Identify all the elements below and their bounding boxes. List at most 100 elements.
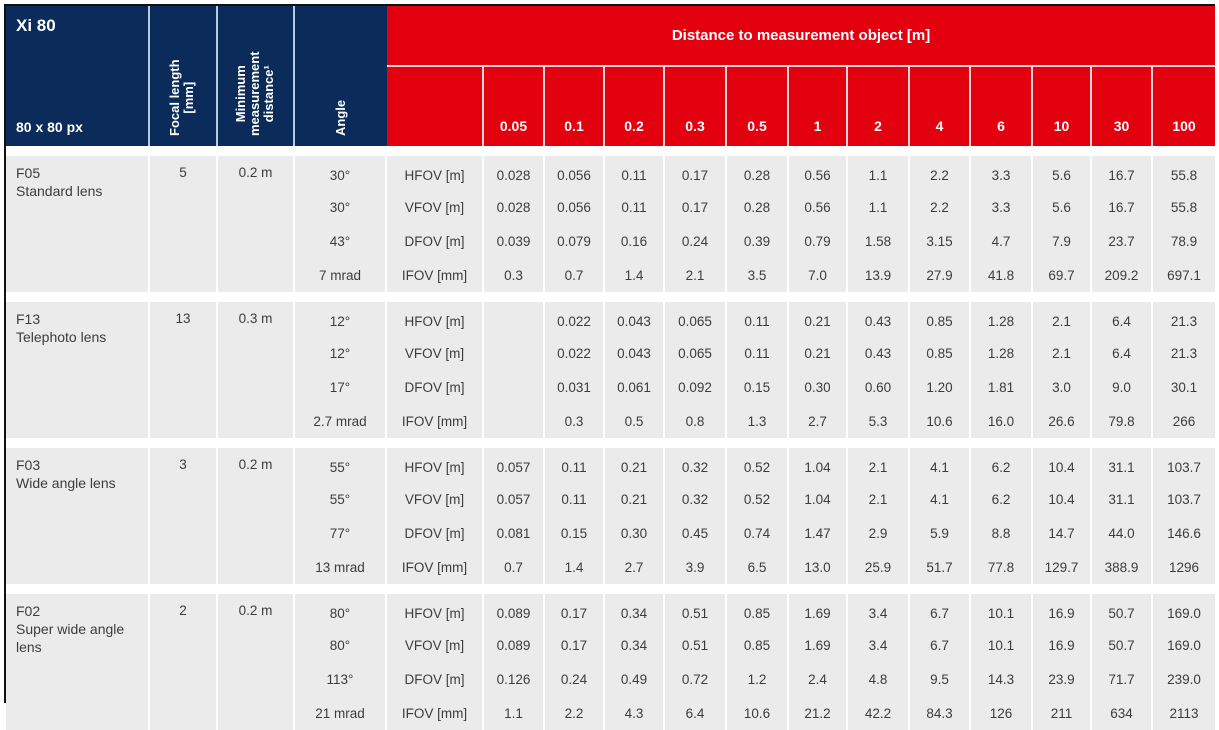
fov-value: 1.4 — [605, 258, 665, 292]
fov-value — [484, 302, 545, 336]
fov-value: 0.28 — [727, 156, 789, 190]
fov-value: 0.74 — [727, 516, 789, 550]
angle-value: 77° — [295, 516, 387, 550]
distance-header: 10 — [1033, 67, 1092, 146]
fov-value: 1.69 — [789, 594, 848, 628]
angle-value: 12° — [295, 302, 387, 336]
fov-value: 2.9 — [848, 516, 910, 550]
fov-value: 4.1 — [910, 482, 971, 516]
table-row: 113° DFOV [m] 0.126 0.24 0.49 0.72 1.2 2.4 4.8 9.… — [6, 662, 1216, 696]
fov-value: 0.056 — [545, 156, 605, 190]
distance-header: 0.5 — [727, 67, 789, 146]
fov-value: 0.21 — [789, 302, 848, 336]
fov-value: 1296 — [1153, 550, 1216, 584]
fov-value: 1.69 — [789, 628, 848, 662]
table-row: F13 Telephoto lens 13 0.3 m 12° HFOV [m] 0.022… — [6, 302, 1216, 438]
fov-value: 0.28 — [727, 190, 789, 224]
fov-value: 44.0 — [1092, 516, 1153, 550]
fov-value: 16.9 — [1033, 594, 1092, 628]
fov-value: 27.9 — [910, 258, 971, 292]
group-spacer — [6, 584, 1216, 594]
fov-value: 9.5 — [910, 662, 971, 696]
angle-label: Angle — [333, 99, 348, 136]
model-title: Xi 80 — [16, 16, 56, 35]
metric-label: VFOV [m] — [387, 190, 484, 224]
fov-value: 0.85 — [910, 302, 971, 336]
fov-value: 0.17 — [545, 628, 605, 662]
fov-value: 0.85 — [727, 594, 789, 628]
fov-value: 7.9 — [1033, 224, 1092, 258]
table-row: 55° VFOV [m] 0.057 0.11 0.21 0.32 0.52 1.04 2.1 4… — [6, 482, 1216, 516]
metric-label: IFOV [mm] — [387, 696, 484, 730]
metric-label: DFOV [m] — [387, 516, 484, 550]
fov-value: 10.6 — [727, 696, 789, 730]
fov-value: 10.1 — [971, 628, 1033, 662]
fov-value: 0.39 — [727, 224, 789, 258]
fov-value: 5.6 — [1033, 156, 1092, 190]
fov-value: 0.34 — [605, 594, 665, 628]
metric-label: IFOV [mm] — [387, 258, 484, 292]
focal-length-value: 3 — [150, 448, 218, 584]
fov-value: 0.24 — [665, 224, 727, 258]
angle-value: 7 mrad — [295, 258, 387, 292]
metric-label: DFOV [m] — [387, 370, 484, 404]
fov-value: 0.60 — [848, 370, 910, 404]
fov-value: 10.4 — [1033, 448, 1092, 482]
distance-header: 0.2 — [605, 67, 665, 146]
fov-value: 31.1 — [1092, 482, 1153, 516]
angle-value: 80° — [295, 594, 387, 628]
fov-value: 2.4 — [789, 662, 848, 696]
fov-value: 0.17 — [665, 190, 727, 224]
fov-value: 0.043 — [605, 302, 665, 336]
fov-value: 0.057 — [484, 482, 545, 516]
fov-value: 0.043 — [605, 336, 665, 370]
optics-spec-table: Xi 80 80 x 80 px Focal length [mm] Minim… — [6, 6, 1216, 730]
fov-value: 51.7 — [910, 550, 971, 584]
table-row: 2.7 mrad IFOV [mm] 0.3 0.5 0.8 1.3 2.7 5.3 10.6 1… — [6, 404, 1216, 438]
min-distance-line3: distance¹ — [260, 65, 276, 123]
fov-value: 23.9 — [1033, 662, 1092, 696]
table-row: 77° DFOV [m] 0.081 0.15 0.30 0.45 0.74 1.47 2.9 5… — [6, 516, 1216, 550]
fov-value: 3.0 — [1033, 370, 1092, 404]
fov-value: 41.8 — [971, 258, 1033, 292]
metric-label: VFOV [m] — [387, 628, 484, 662]
distance-header: 0.1 — [545, 67, 605, 146]
fov-value: 4.1 — [910, 448, 971, 482]
lens-cell: F05 Standard lens — [6, 156, 150, 292]
fov-value: 71.7 — [1092, 662, 1153, 696]
fov-value: 0.11 — [727, 336, 789, 370]
metric-label: HFOV [m] — [387, 156, 484, 190]
lens-name: Telephoto lens — [16, 329, 107, 345]
fov-value: 3.4 — [848, 628, 910, 662]
distance-title: Distance to measurement object [m] — [387, 6, 1216, 67]
fov-value: 31.1 — [1092, 448, 1153, 482]
min-distance-line1: Minimum — [232, 65, 248, 123]
metric-label: HFOV [m] — [387, 448, 484, 482]
fov-value: 6.4 — [665, 696, 727, 730]
metric-label: HFOV [m] — [387, 302, 484, 336]
distance-header: 0.05 — [484, 67, 545, 146]
fov-value: 16.7 — [1092, 156, 1153, 190]
fov-value: 634 — [1092, 696, 1153, 730]
fov-value: 1.1 — [848, 190, 910, 224]
fov-value: 25.9 — [848, 550, 910, 584]
fov-value: 2.1 — [848, 448, 910, 482]
fov-value: 8.8 — [971, 516, 1033, 550]
table-row: F05 Standard lens 5 0.2 m 30° HFOV [m] 0.028 0.… — [6, 156, 1216, 292]
metric-header — [387, 67, 484, 146]
fov-value: 0.45 — [665, 516, 727, 550]
fov-value: 2.1 — [1033, 336, 1092, 370]
focal-length-unit: [mm] — [181, 81, 196, 114]
focal-length-value: 5 — [150, 156, 218, 292]
fov-value: 10.1 — [971, 594, 1033, 628]
fov-value: 5.3 — [848, 404, 910, 438]
fov-value: 0.065 — [665, 302, 727, 336]
fov-value: 0.56 — [789, 190, 848, 224]
fov-value: 30.1 — [1153, 370, 1216, 404]
min-distance-value: 0.3 m — [218, 302, 295, 438]
table-row: F02 Super wide angle lens 2 0.2 m 80° HFOV [m… — [6, 594, 1216, 730]
metric-label: VFOV [m] — [387, 336, 484, 370]
lens-code: F05 — [16, 165, 41, 181]
fov-value: 0.065 — [665, 336, 727, 370]
fov-value: 1.3 — [727, 404, 789, 438]
